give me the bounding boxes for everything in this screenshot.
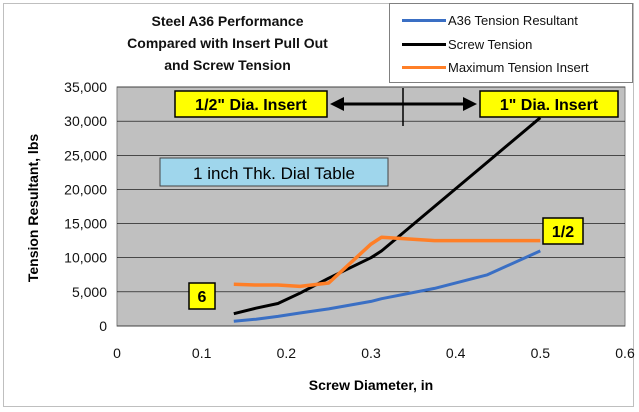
x-tick-label: 0.6 (615, 345, 635, 361)
legend-swatch-a36 (402, 18, 446, 22)
y-tick-label: 25,000 (64, 147, 107, 163)
chart-title: Steel A36 Performance Compared with Inse… (127, 13, 328, 73)
x-tick-label: 0.5 (531, 345, 551, 361)
x-tick-label: 0.2 (277, 345, 297, 361)
x-tick-label: 0 (113, 345, 121, 361)
annotation-half-inch-insert-text: 1/2" Dia. Insert (195, 97, 307, 114)
y-tick-label: 10,000 (64, 250, 107, 266)
x-tick-label: 0.1 (192, 345, 212, 361)
legend-label-screw: Screw Tension (448, 36, 533, 52)
legend-item-insert: Maximum Tension Insert (390, 57, 632, 77)
annotation-dial-table-text: 1 inch Thk. Dial Table (193, 164, 355, 183)
y-tick-label: 35,000 (64, 79, 107, 95)
x-tick-label: 0.3 (361, 345, 381, 361)
series-layer (233, 116, 542, 323)
annotation-half-text: 1/2 (552, 224, 574, 241)
x-tick-label: 0.4 (446, 345, 466, 361)
max-tension-insert-line (233, 235, 541, 289)
x-axis-ticks: 0 0.1 0.2 0.3 0.4 0.5 0.6 (113, 345, 635, 361)
annotation-half: 1/2 (542, 217, 584, 245)
annotation-one-inch-insert-text: 1" Dia. Insert (500, 97, 599, 114)
x-axis-title: Screw Diameter, in (309, 377, 434, 393)
legend-swatch-screw (402, 42, 446, 46)
y-tick-label: 5,000 (72, 284, 107, 300)
y-tick-label: 15,000 (64, 216, 107, 232)
a36-tension-line (233, 249, 541, 323)
annotation-dial-table: 1 inch Thk. Dial Table (159, 157, 389, 187)
legend: A36 Tension Resultant Screw Tension Maxi… (389, 3, 633, 83)
annotation-six: 6 (188, 282, 216, 310)
y-tick-label: 30,000 (64, 113, 107, 129)
annotation-half-inch-insert: 1/2" Dia. Insert (174, 90, 328, 118)
y-axis-ticks: 0 5,000 10,000 15,000 20,000 25,000 30,000 35,0… (64, 79, 107, 334)
y-axis-title: Tension Resultant, lbs (25, 134, 41, 283)
insert-range-arrow (330, 88, 477, 126)
legend-swatch-insert (402, 65, 446, 69)
legend-item-screw: Screw Tension (390, 34, 632, 54)
legend-item-a36: A36 Tension Resultant (390, 10, 632, 30)
legend-label-a36: A36 Tension Resultant (448, 12, 578, 28)
legend-label-insert: Maximum Tension Insert (448, 59, 589, 75)
y-tick-label: 0 (99, 318, 107, 334)
annotation-one-inch-insert: 1" Dia. Insert (479, 90, 619, 118)
y-tick-label: 20,000 (64, 181, 107, 197)
screw-tension-line (233, 116, 542, 316)
annotation-six-text: 6 (198, 289, 207, 306)
